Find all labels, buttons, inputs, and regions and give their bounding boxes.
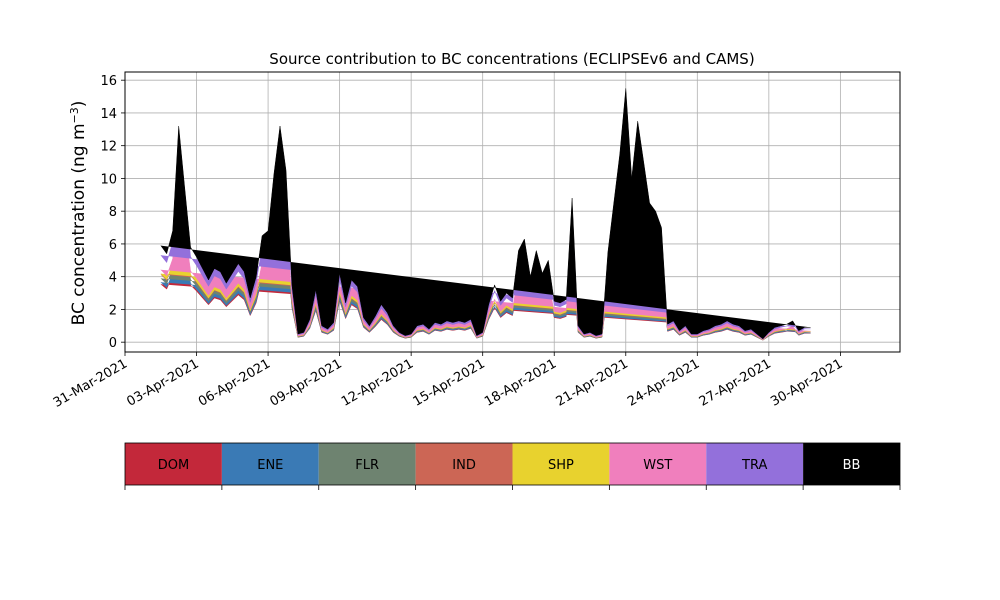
y-tick-label: 14 (100, 107, 117, 122)
y-tick-label: 12 (100, 140, 117, 155)
legend: DOM ENE FLR IND SHP WST TRA BB (124, 442, 901, 490)
legend-swatch-flr (318, 443, 416, 485)
legend-label-dom: DOM (158, 458, 189, 473)
legend-swatch-ene (221, 443, 319, 485)
legend-swatch-tra (706, 443, 804, 485)
legend-label-bb: BB (843, 458, 861, 473)
legend-label-tra: TRA (741, 458, 767, 473)
y-tick-label: 2 (109, 303, 117, 318)
legend-swatch-ind (415, 443, 513, 485)
legend-label-shp: SHP (548, 458, 574, 473)
chart-title: Source contribution to BC concentrations… (269, 50, 754, 68)
legend-swatch-bb (803, 443, 900, 485)
y-tick-label: 6 (109, 238, 117, 253)
legend-label-ene: ENE (257, 458, 283, 473)
area-bb (160, 88, 811, 340)
y-tick-label: 4 (109, 271, 117, 286)
y-axis-label: BC concentration (ng m−3) (68, 101, 90, 326)
legend-swatch-shp (512, 443, 610, 485)
y-tick-label: 0 (109, 336, 117, 351)
legend-label-flr: FLR (355, 458, 379, 473)
y-tick-label: 16 (100, 74, 117, 89)
plot-frame (124, 71, 901, 353)
y-tick-label: 10 (100, 172, 117, 187)
stacked-areas (160, 88, 811, 341)
legend-swatch-wst (609, 443, 707, 485)
legend-label-ind: IND (452, 458, 476, 473)
y-tick-label: 8 (109, 205, 117, 220)
legend-swatch-dom (125, 443, 222, 485)
legend-label-wst: WST (643, 458, 672, 473)
